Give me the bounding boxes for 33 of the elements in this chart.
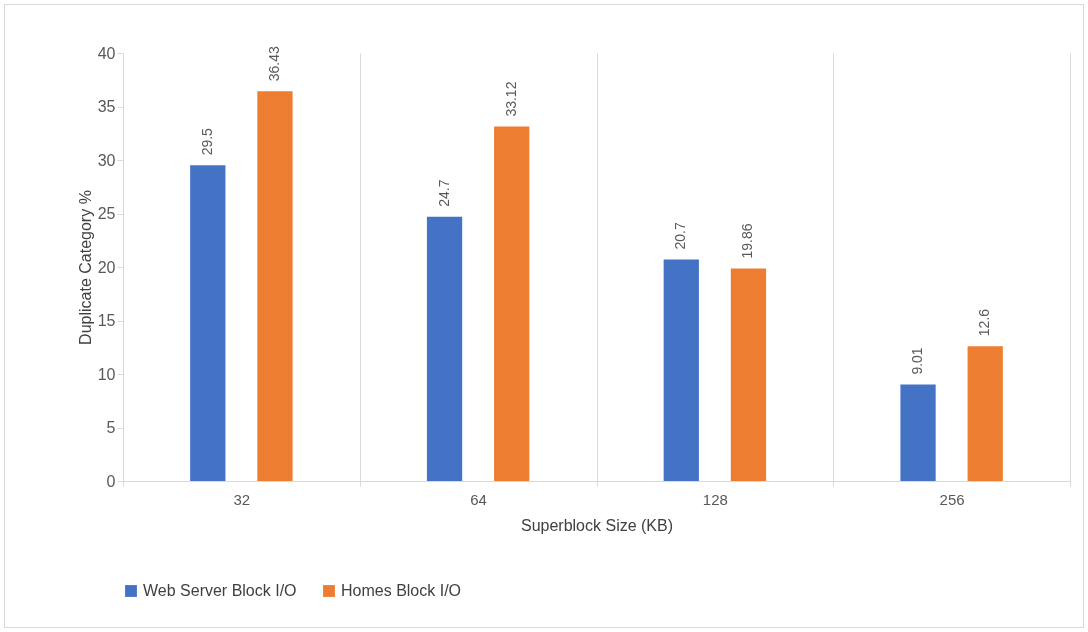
x-axis-title: Superblock Size (KB) [520, 516, 674, 534]
data-label: 24.7 [435, 179, 452, 207]
data-label: 29.5 [198, 127, 215, 156]
x-tick-label: 32 [233, 490, 251, 508]
y-tick-label: 25 [97, 205, 116, 222]
y-tick-label: 40 [97, 44, 116, 62]
data-label: 9.01 [909, 347, 926, 375]
bar [257, 91, 293, 481]
data-label: 12.6 [976, 308, 993, 337]
y-tick-label: 0 [106, 472, 116, 490]
data-label: 36.43 [265, 45, 282, 82]
bar [967, 346, 1003, 481]
y-axis-title: Duplicate Category % [76, 190, 94, 345]
x-tick-label: 64 [470, 490, 487, 508]
bar [190, 165, 226, 481]
data-label: 20.7 [672, 222, 689, 250]
y-tick-label: 35 [97, 98, 116, 115]
legend-label: Homes Block I/O [341, 582, 462, 599]
x-tick-label: 128 [702, 490, 728, 508]
bar [730, 268, 767, 481]
bar [426, 216, 463, 481]
data-label: 19.86 [739, 223, 756, 259]
bar [663, 259, 699, 481]
bar [494, 126, 530, 481]
x-tick-label: 256 [939, 490, 965, 508]
y-tick-label: 5 [106, 419, 116, 436]
data-label: 33.12 [502, 81, 519, 117]
bar [900, 384, 936, 481]
y-tick-label: 15 [97, 312, 116, 329]
y-tick-label: 20 [97, 258, 116, 276]
legend-label: Web Server Block I/O [143, 582, 297, 599]
y-tick-label: 30 [97, 151, 116, 169]
y-tick-label: 10 [97, 365, 116, 383]
